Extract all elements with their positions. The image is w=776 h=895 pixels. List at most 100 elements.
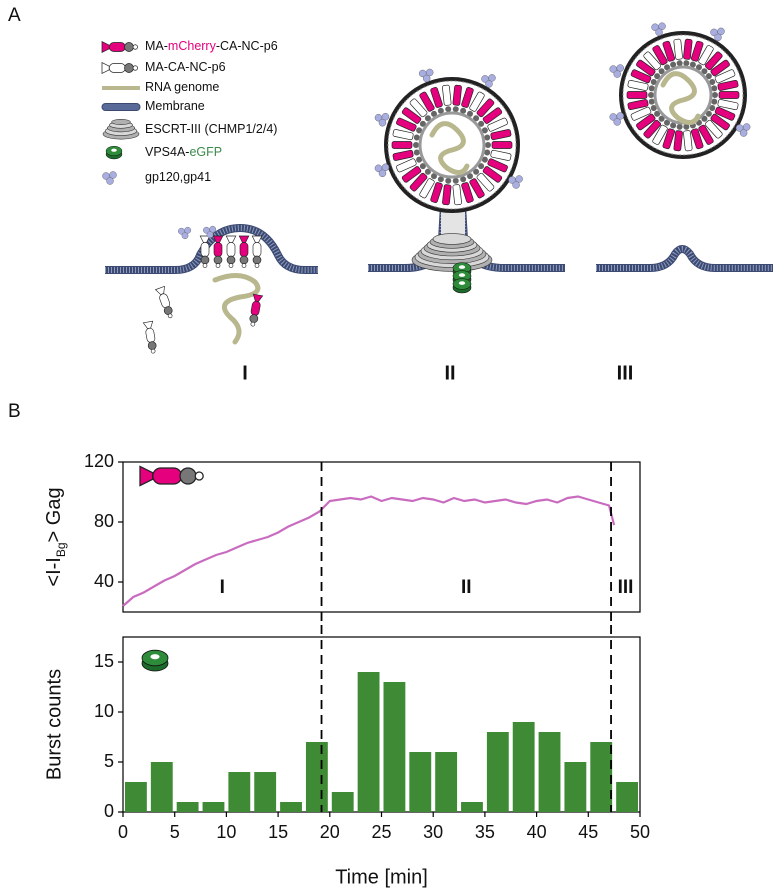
gag-body — [442, 84, 452, 106]
y-tick-label: 40 — [94, 571, 114, 591]
gag-nc — [445, 106, 452, 113]
gag-body — [673, 130, 683, 152]
gag-nc — [711, 85, 718, 92]
ring-hole — [111, 148, 117, 152]
legend-label: MA-mCherry-CA-NC-p6 — [145, 39, 278, 53]
x-tick-label: 10 — [216, 822, 236, 842]
virion-gag — [401, 163, 426, 183]
gag-p6 — [254, 263, 260, 268]
gag-body — [718, 91, 740, 99]
virion-gag — [392, 149, 420, 161]
bar — [383, 682, 406, 812]
gag-icon — [251, 235, 263, 268]
gag-body — [482, 166, 503, 183]
virion-gag — [652, 119, 670, 145]
env-lobe — [181, 232, 189, 240]
escrt-layer — [111, 119, 131, 125]
gag-nc — [200, 255, 210, 265]
virion-gag — [636, 110, 661, 131]
env-lobe — [613, 118, 621, 126]
gag-body — [461, 87, 474, 108]
gag-nc — [650, 105, 657, 112]
virion-gag — [452, 177, 462, 206]
env-lobe — [616, 112, 624, 120]
gag-ca — [145, 327, 156, 343]
legend-label-part: MA- — [145, 39, 168, 53]
virion-gag — [701, 115, 723, 139]
virion-gag — [705, 59, 730, 80]
gag-body — [392, 129, 414, 141]
gag-body — [419, 91, 435, 112]
gag-nc — [658, 115, 665, 122]
gag-body — [698, 45, 714, 66]
gag-body — [469, 91, 485, 112]
gag-nc — [650, 78, 657, 85]
gag-ca — [250, 300, 261, 316]
gag-p6 — [215, 263, 221, 268]
escrt-layer — [432, 233, 472, 245]
gag-body — [482, 107, 503, 124]
env-icon — [710, 27, 725, 42]
virion-gag — [481, 156, 508, 173]
gag-body — [630, 69, 652, 84]
gag-nc — [670, 61, 677, 68]
gag-icon — [139, 465, 204, 487]
gag-body — [710, 113, 730, 131]
virion-gag — [689, 40, 704, 68]
x-tick-label: 0 — [118, 822, 128, 842]
gag-body — [717, 79, 739, 91]
env-lobe — [739, 129, 748, 137]
gag-body — [392, 149, 414, 161]
legend-label-part: Membrane — [145, 99, 205, 113]
virion-gag — [430, 87, 444, 114]
gag-ma — [225, 235, 237, 243]
env-icon — [418, 68, 434, 83]
gag-nc — [478, 120, 485, 127]
virion-gag — [673, 38, 683, 67]
region-label: I — [220, 577, 225, 598]
virion-gag — [478, 163, 503, 183]
gag-body — [442, 184, 452, 206]
y-tick-label: 10 — [94, 701, 114, 721]
virion-gag — [430, 176, 444, 203]
gag-nc — [701, 68, 708, 75]
x-tick-label: 40 — [527, 822, 547, 842]
env-icon — [609, 64, 624, 78]
env-icon — [374, 112, 390, 127]
gag-nc — [424, 168, 431, 175]
gag-nc — [705, 73, 712, 80]
gag-body — [491, 141, 513, 149]
bar — [254, 772, 277, 812]
bar — [331, 792, 354, 812]
gag-nc — [124, 63, 134, 73]
x-tick-label: 45 — [578, 822, 598, 842]
gag-ca — [152, 467, 183, 485]
env-icon — [735, 123, 751, 137]
gag-body — [704, 119, 723, 139]
gag-body — [630, 106, 652, 121]
gag-nc — [452, 177, 459, 184]
virion-gag — [709, 69, 736, 85]
env-lobe — [742, 123, 751, 131]
gag-p6 — [132, 44, 138, 50]
virion-gag — [460, 176, 474, 203]
legend-label: VPS4A-eGFP — [145, 145, 222, 159]
gag-body — [430, 182, 443, 203]
gag-body — [409, 172, 428, 192]
gag-icon — [101, 62, 138, 74]
gag-body — [627, 79, 649, 91]
membrane-stripes — [105, 224, 318, 273]
virion-gag — [696, 119, 714, 145]
gag-nc — [124, 42, 134, 52]
gag-ca — [213, 242, 223, 258]
env-lobe — [184, 226, 192, 234]
gag-ca — [108, 63, 126, 73]
gag-nc — [648, 98, 655, 105]
virion-gag — [627, 98, 655, 111]
gag-nc — [424, 115, 431, 122]
gag-body — [636, 59, 656, 77]
gag-body — [461, 182, 474, 203]
env-lobe — [381, 112, 390, 121]
env-lobe — [378, 169, 387, 178]
legend-label-part: VPS4A- — [145, 145, 189, 159]
